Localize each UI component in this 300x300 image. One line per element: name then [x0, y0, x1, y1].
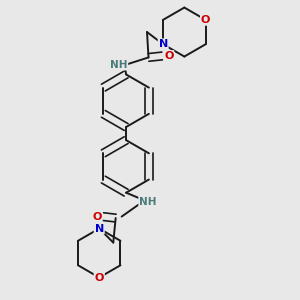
Text: NH: NH	[139, 197, 157, 207]
Text: N: N	[158, 39, 168, 49]
Text: N: N	[94, 224, 104, 233]
Text: O: O	[164, 51, 173, 61]
Text: O: O	[94, 272, 104, 283]
Text: NH: NH	[110, 60, 128, 70]
Text: O: O	[92, 212, 102, 222]
Text: O: O	[201, 15, 210, 25]
